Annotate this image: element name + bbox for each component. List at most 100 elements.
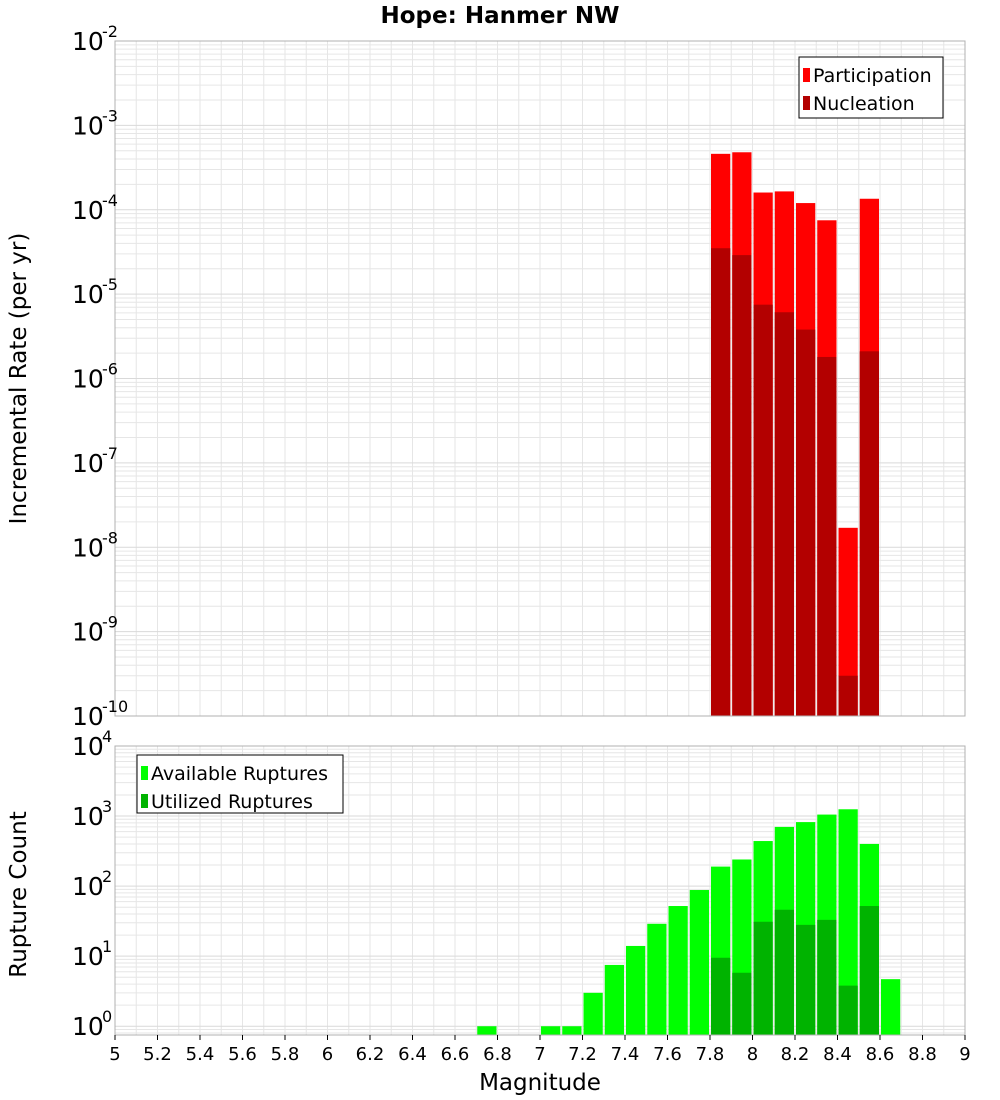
y-tick-exponent: -4 (102, 191, 118, 210)
bar-available-ruptures (881, 979, 901, 1035)
legend-swatch (803, 96, 810, 110)
bar-participation (838, 527, 858, 716)
x-tick-label: 6.4 (398, 1044, 427, 1065)
x-tick-label: 5.8 (271, 1044, 300, 1065)
x-tick-label: 7.2 (568, 1044, 597, 1065)
x-axis-ticks: 5 5.2 5.4 5.6 5.8 6 6.2 6.4 6.6 6.8 7 7.2 7.4 7.6 7.8 8… (109, 1035, 971, 1065)
y-tick-exponent: 0 (102, 1007, 112, 1026)
x-tick-label: 9 (959, 1044, 970, 1065)
y-tick-base: 10 (72, 280, 104, 309)
bar-available-ruptures (647, 923, 667, 1035)
x-tick-label: 8.2 (781, 1044, 810, 1065)
bar-nucleation (732, 255, 752, 716)
y-tick-base: 10 (72, 365, 104, 394)
y-tick-base: 10 (72, 27, 104, 56)
legend-box (136, 754, 344, 814)
y-tick-base: 10 (72, 1012, 104, 1041)
bar-available-ruptures (541, 1026, 561, 1035)
x-tick-label: 8.6 (866, 1044, 895, 1065)
rate-panel-grid (114, 40, 966, 717)
bar-available-ruptures (626, 945, 646, 1035)
bar-nucleation (796, 329, 816, 716)
bar-utilized-ruptures (838, 985, 858, 1035)
bar-available-ruptures (668, 906, 688, 1035)
y-tick-base: 10 (72, 618, 104, 647)
legend-label: Available Ruptures (151, 763, 328, 785)
y-tick-label: 102 (72, 867, 112, 901)
y-tick-label: 104 (72, 727, 112, 761)
y-tick-base: 10 (72, 732, 104, 761)
x-tick-label: 8 (747, 1044, 758, 1065)
legend-swatch (803, 68, 810, 82)
y-tick-base: 10 (72, 196, 104, 225)
bar-nucleation (838, 675, 858, 716)
legend-swatch (141, 794, 148, 808)
y-tick-exponent: -7 (102, 444, 118, 463)
x-tick-label: 7.8 (696, 1044, 725, 1065)
y-tick-base: 10 (72, 449, 104, 478)
y-tick-label: 101 (72, 937, 112, 971)
rate-panel-y-axis-label: Incremental Rate (per yr) (6, 233, 32, 525)
rate-panel-bars (711, 152, 879, 717)
legend-label: Nucleation (813, 93, 915, 115)
chart-title: Hope: Hanmer NW (381, 3, 620, 29)
rate-panel-frame (114, 40, 966, 717)
y-tick-exponent: -8 (102, 528, 118, 547)
y-tick-exponent: -9 (102, 613, 118, 632)
legend-label: Utilized Ruptures (151, 791, 313, 813)
y-tick-label: 10-9 (72, 613, 118, 647)
bar-available-ruptures (477, 1026, 497, 1035)
x-tick-label: 6.8 (483, 1044, 512, 1065)
bar-utilized-ruptures (774, 909, 794, 1035)
bar-available-ruptures (562, 1026, 582, 1035)
y-tick-base: 10 (72, 702, 104, 731)
y-tick-label: 10-7 (72, 444, 118, 478)
y-tick-label: 103 (72, 797, 112, 831)
x-tick-label: 6.6 (441, 1044, 470, 1065)
bar-utilized-ruptures (817, 919, 837, 1035)
x-tick-label: 6 (322, 1044, 333, 1065)
y-tick-exponent: 4 (102, 727, 112, 746)
y-tick-exponent: -3 (102, 106, 118, 125)
count-panel-y-axis-label: Rupture Count (6, 811, 32, 977)
y-tick-label: 10-8 (72, 528, 118, 562)
bar-utilized-ruptures (753, 921, 773, 1035)
count-panel-bars (477, 809, 901, 1035)
bar-available-ruptures (689, 890, 709, 1035)
y-tick-label: 10-10 (72, 697, 128, 731)
rate-panel-legend: Participation Nucleation (798, 56, 944, 119)
bar-nucleation (774, 312, 794, 716)
y-tick-base: 10 (72, 942, 104, 971)
bar-nucleation (753, 304, 773, 716)
y-tick-exponent: 3 (102, 797, 112, 816)
y-tick-exponent: 1 (102, 937, 112, 956)
bar-utilized-ruptures (859, 906, 879, 1035)
y-tick-base: 10 (72, 802, 104, 831)
bar-utilized-ruptures (796, 924, 816, 1035)
x-tick-label: 8.4 (823, 1044, 852, 1065)
x-tick-label: 5.4 (186, 1044, 215, 1065)
x-tick-label: 8.8 (908, 1044, 937, 1065)
x-tick-label: 5.2 (143, 1044, 172, 1065)
bar-nucleation (859, 351, 879, 716)
bar-nucleation (817, 356, 837, 716)
y-tick-base: 10 (72, 111, 104, 140)
y-tick-label: 100 (72, 1007, 112, 1041)
y-tick-base: 10 (72, 533, 104, 562)
legend-label: Participation (813, 65, 932, 87)
y-tick-exponent: 2 (102, 867, 112, 886)
y-tick-label: 10-4 (72, 191, 118, 225)
x-tick-label: 7.6 (653, 1044, 682, 1065)
bar-utilized-ruptures (732, 972, 752, 1035)
bar-available-ruptures (583, 992, 603, 1035)
bar-available-ruptures (838, 809, 858, 1035)
y-tick-exponent: -5 (102, 275, 118, 294)
x-tick-label: 7.4 (611, 1044, 640, 1065)
legend-swatch (141, 766, 148, 780)
x-tick-label: 5.6 (228, 1044, 257, 1065)
x-tick-label: 6.2 (356, 1044, 385, 1065)
y-tick-label: 10-5 (72, 275, 118, 309)
y-tick-label: 10-6 (72, 360, 118, 394)
